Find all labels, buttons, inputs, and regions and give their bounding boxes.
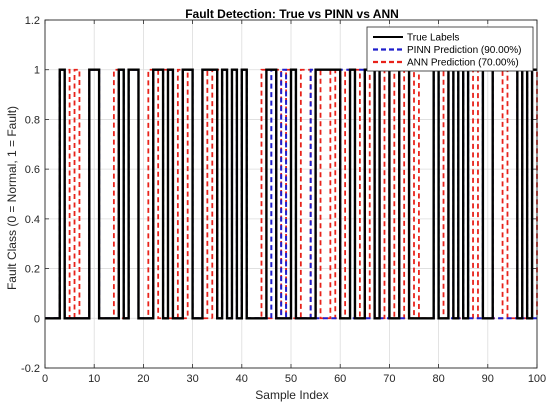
x-tick-label: 0 xyxy=(42,373,48,385)
chart-title: Fault Detection: True vs PINN vs ANN xyxy=(185,7,399,21)
y-tick-label: 0.2 xyxy=(25,264,40,276)
y-tick-label: -0.2 xyxy=(21,363,40,375)
x-tick-label: 60 xyxy=(334,373,346,385)
y-tick-label: 0 xyxy=(34,313,40,325)
legend-label-2: ANN Prediction (70.00%) xyxy=(407,58,519,69)
y-tick-label: 0.6 xyxy=(25,164,40,176)
legend-label-1: PINN Prediction (90.00%) xyxy=(407,45,522,56)
y-tick-label: 0.4 xyxy=(25,214,40,226)
x-tick-label: 20 xyxy=(137,373,149,385)
y-tick-label: 0.8 xyxy=(25,114,40,126)
x-tick-label: 10 xyxy=(88,373,100,385)
x-tick-label: 30 xyxy=(186,373,198,385)
legend-box xyxy=(366,26,534,72)
y-tick-label: 1.2 xyxy=(25,15,40,27)
x-tick-label: 70 xyxy=(383,373,395,385)
x-tick-label: 90 xyxy=(482,373,494,385)
plot-area: 0 10 20 30 40 50 60 70 80 90 100-0.200.20.40.60.81… xyxy=(21,15,546,385)
legend-label-0: True Labels xyxy=(407,33,459,44)
x-tick-label: 40 xyxy=(236,373,248,385)
x-tick-label: 100 xyxy=(528,373,546,385)
x-tick-label: 80 xyxy=(432,373,444,385)
series-line-0 xyxy=(45,68,537,320)
y-axis-title: Fault Class (0 = Normal, 1 = Fault) xyxy=(5,106,19,290)
y-tick-label: 1 xyxy=(34,65,40,77)
x-axis-title: Sample Index xyxy=(255,388,328,402)
x-tick-label: 50 xyxy=(285,373,297,385)
axes-frame xyxy=(44,19,538,369)
